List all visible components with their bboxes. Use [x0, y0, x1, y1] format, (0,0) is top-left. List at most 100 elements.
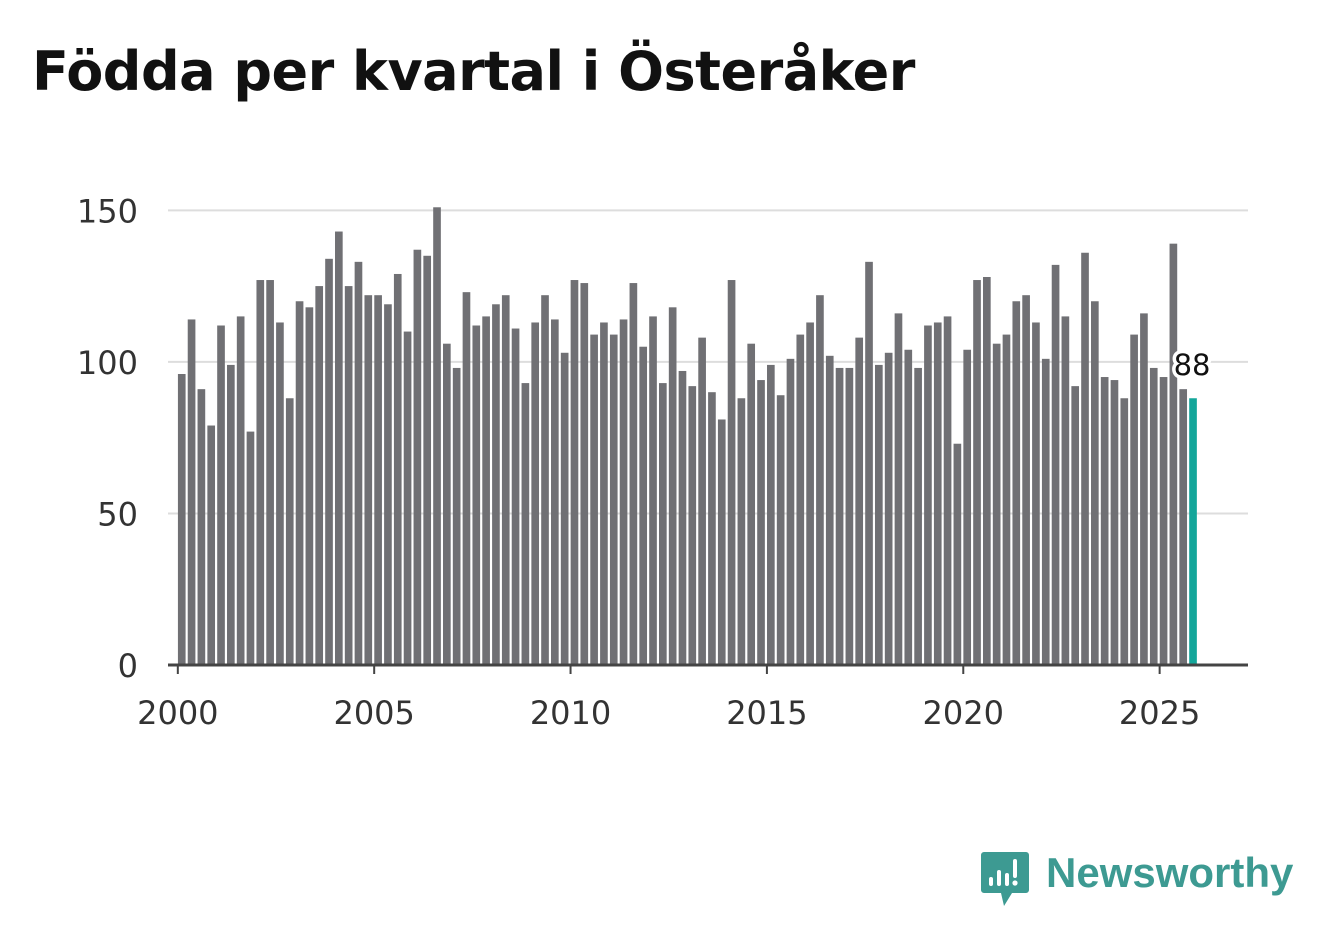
- bar: [295, 301, 304, 665]
- bar: [619, 319, 628, 665]
- bar: [708, 392, 716, 665]
- bar: [590, 334, 598, 665]
- bar: [609, 334, 618, 665]
- bar: [403, 331, 412, 665]
- bar: [1022, 295, 1030, 665]
- bar: [207, 425, 216, 665]
- bar: [354, 261, 363, 665]
- bar: [227, 364, 235, 665]
- bar: [1100, 377, 1109, 665]
- bar: [364, 295, 373, 665]
- bar: [305, 307, 314, 665]
- bar: [1032, 322, 1040, 665]
- bar: [177, 374, 186, 665]
- bar: [825, 355, 834, 665]
- bar: [835, 367, 844, 665]
- annotations: 88: [1170, 344, 1214, 385]
- bar: [443, 343, 451, 665]
- bar: [1169, 243, 1178, 665]
- bar: [933, 322, 942, 665]
- bar: [374, 295, 382, 665]
- bar: [1061, 316, 1070, 665]
- bar: [551, 319, 559, 665]
- y-tick-label-100: 100: [77, 344, 138, 382]
- bar: [924, 325, 932, 665]
- bar: [845, 367, 854, 665]
- bar: [1179, 389, 1188, 665]
- bar: [894, 313, 903, 666]
- bar: [757, 380, 765, 665]
- axes: 0 50 100 150 2000 2005 2010 2015 2020 2025: [77, 192, 1248, 732]
- bar: [600, 322, 608, 665]
- bar: [668, 307, 677, 665]
- bar: [413, 249, 422, 665]
- bar: [875, 364, 883, 665]
- bar: [1091, 301, 1099, 665]
- bar: [236, 316, 245, 665]
- bar: [1110, 380, 1119, 665]
- y-tick-label-50: 50: [97, 495, 138, 533]
- bar: [560, 352, 569, 665]
- bar: [796, 334, 805, 665]
- bar: [1081, 252, 1089, 665]
- bars: [177, 207, 1197, 666]
- bar: [344, 286, 353, 665]
- bar: [1159, 377, 1168, 665]
- bar: [472, 325, 481, 665]
- y-tick-label-150: 150: [77, 192, 138, 230]
- x-tick-label-2020: 2020: [923, 694, 1004, 732]
- bar: [1071, 386, 1080, 666]
- bar: [678, 370, 687, 665]
- bar: [973, 280, 981, 665]
- x-tick-label-2010: 2010: [530, 694, 611, 732]
- x-tick-label-2005: 2005: [333, 694, 414, 732]
- bar: [717, 419, 726, 665]
- chart-title: Födda per kvartal i Österåker: [32, 40, 915, 103]
- bar: [992, 343, 1001, 665]
- brand-name: Newsworthy: [1046, 849, 1294, 896]
- bar: [629, 283, 638, 665]
- highlight-value-label: 88: [1174, 348, 1211, 382]
- bar: [737, 398, 746, 665]
- bar-chart-speech-bubble-icon: [981, 852, 1029, 906]
- bar: [786, 358, 795, 665]
- bar-highlight: [1189, 398, 1197, 665]
- bar: [1149, 367, 1158, 665]
- y-tick-label-0: 0: [118, 647, 138, 685]
- bar: [521, 383, 530, 665]
- bar: [482, 316, 490, 665]
- bar: [1002, 334, 1011, 665]
- bar: [855, 337, 864, 666]
- bar: [747, 343, 756, 665]
- bar: [393, 273, 402, 665]
- bar: [1041, 358, 1050, 665]
- bar: [256, 280, 265, 665]
- bar: [531, 322, 540, 665]
- bar: [285, 398, 294, 665]
- bar: [541, 295, 549, 665]
- x-tick-label-2015: 2015: [726, 694, 807, 732]
- bar: [639, 346, 648, 665]
- bar: [953, 443, 962, 665]
- bar: [197, 389, 206, 665]
- bar: [698, 337, 706, 666]
- bar: [217, 325, 225, 665]
- newsworthy-brand[interactable]: Newsworthy: [980, 850, 1293, 910]
- bar: [1012, 301, 1021, 665]
- bar: [943, 316, 952, 665]
- bar: [1130, 334, 1138, 665]
- bar: [1140, 313, 1148, 666]
- bar: [688, 386, 697, 666]
- bar: [492, 304, 500, 665]
- bar: [187, 319, 196, 665]
- bar: [325, 258, 333, 665]
- bar: [884, 352, 893, 665]
- bar: [423, 255, 432, 665]
- bar: [904, 349, 913, 665]
- bar: [570, 280, 579, 665]
- bar: [266, 280, 274, 665]
- x-tick-label-2000: 2000: [137, 694, 218, 732]
- bar: [776, 395, 785, 665]
- bar: [276, 322, 284, 665]
